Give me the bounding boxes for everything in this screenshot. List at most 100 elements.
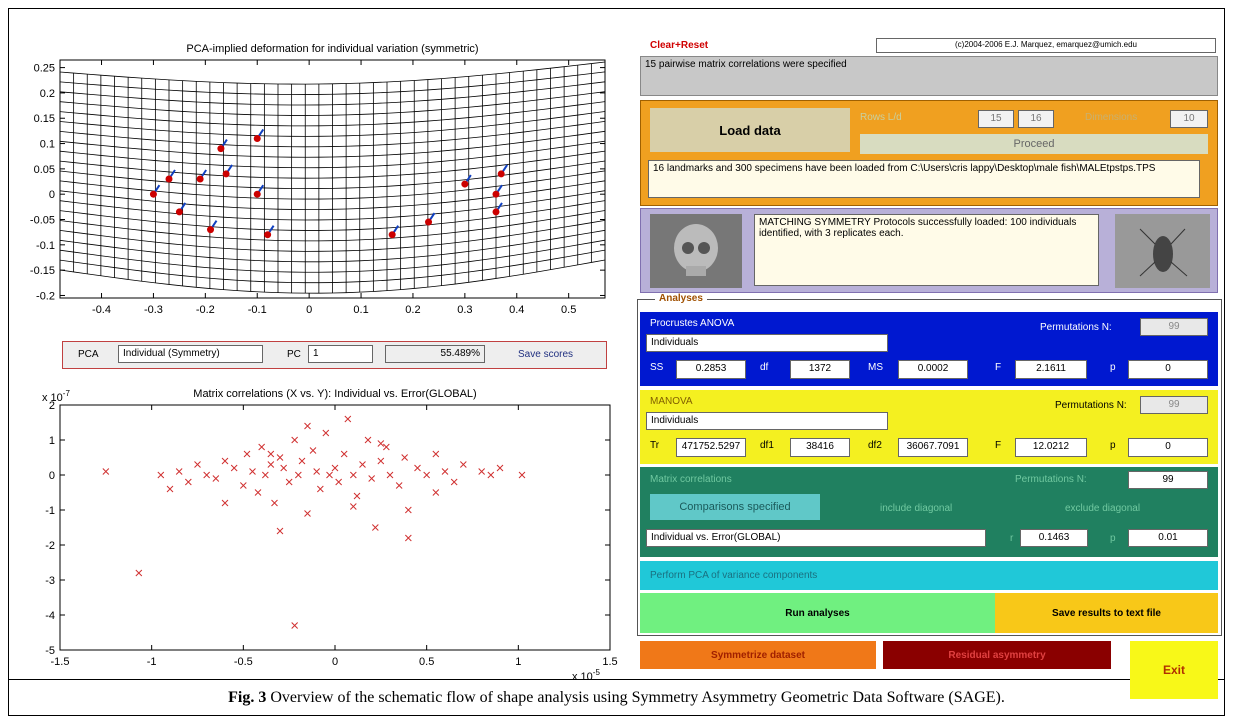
x-tick-label: 0.4 <box>509 304 524 316</box>
matrix-perm[interactable]: 99 <box>1128 471 1208 489</box>
field-label: Tr <box>650 440 659 451</box>
y-tick-label: 0 <box>49 189 55 201</box>
field-value: 471752.5297 <box>676 438 746 457</box>
proceed[interactable]: Proceed <box>860 134 1208 154</box>
field-value: 1372 <box>790 360 850 379</box>
plots: PCA-implied deformation for individual v… <box>0 0 630 680</box>
panel-title: MANOVA <box>650 396 693 407</box>
perm-value[interactable]: 99 <box>1140 318 1208 336</box>
x-tick-label: 1 <box>515 656 521 668</box>
field-label: F <box>995 362 1001 373</box>
save-results[interactable]: Save results to text file <box>995 593 1218 633</box>
matrix-title: Matrix correlations <box>650 474 732 485</box>
x-tick-label: -0.1 <box>248 304 267 316</box>
landmark <box>207 226 214 233</box>
y-tick-label: -1 <box>45 505 55 517</box>
plot-title: Matrix correlations (X vs. Y): Individua… <box>193 388 476 400</box>
x-tick-label: -0.2 <box>196 304 215 316</box>
y-tick-label: 1 <box>49 435 55 447</box>
copyright: (c)2004-2006 E.J. Marquez, emarquez@umic… <box>876 38 1216 53</box>
y-tick-label: -2 <box>45 540 55 552</box>
x-tick-label: 0 <box>306 304 312 316</box>
landmark <box>150 191 157 198</box>
multiplier-exponent: -5 <box>593 668 601 677</box>
exit[interactable]: Exit <box>1130 641 1218 699</box>
landmark <box>254 135 261 142</box>
deformation-grid <box>60 62 605 293</box>
load-status: 16 landmarks and 300 specimens have been… <box>648 160 1200 198</box>
axis-multiplier: x 10-7 <box>42 389 70 404</box>
clear-reset[interactable]: Clear+Reset <box>650 40 708 51</box>
dim[interactable]: 10 <box>1170 110 1208 128</box>
x-tick-label: -0.4 <box>92 304 111 316</box>
caption-text: Overview of the schematic flow of shape … <box>266 689 1004 706</box>
axis-multiplier: x 10-5 <box>572 668 600 680</box>
pca-select[interactable]: Individual (Symmetry) <box>118 345 263 363</box>
landmark <box>389 231 396 238</box>
run-analyses[interactable]: Run analyses <box>640 593 995 633</box>
perm-value[interactable]: 99 <box>1140 396 1208 414</box>
landmark <box>254 191 261 198</box>
effect[interactable]: Individuals <box>646 412 888 430</box>
field-value: 2.1611 <box>1015 360 1087 379</box>
field-value: 38416 <box>790 438 850 457</box>
landmark <box>176 208 183 215</box>
skull-icon <box>650 214 742 288</box>
effect[interactable]: Individuals <box>646 334 888 352</box>
landmark <box>166 176 173 183</box>
rows1[interactable]: 15 <box>978 110 1014 128</box>
landmark <box>498 170 505 177</box>
y-tick-label: -0.1 <box>36 240 55 252</box>
field-label: df2 <box>868 440 882 451</box>
field-label: df1 <box>760 440 774 451</box>
symmetrize[interactable]: Symmetrize dataset <box>640 641 876 669</box>
pca-variance[interactable]: Perform PCA of variance components <box>640 561 1218 590</box>
plot-title: PCA-implied deformation for individual v… <box>186 43 478 55</box>
rows2[interactable]: 16 <box>1018 110 1054 128</box>
field-label: df <box>760 362 768 373</box>
caption-label: Fig. 3 <box>228 689 266 706</box>
analyses-title: Analyses <box>655 293 707 304</box>
pc-input[interactable]: 1 <box>308 345 373 363</box>
message: 15 pairwise matrix correlations were spe… <box>640 56 1218 96</box>
load-button[interactable]: Load data <box>650 108 850 152</box>
residual[interactable]: Residual asymmetry <box>883 641 1111 669</box>
insect-icon <box>1115 214 1210 288</box>
landmark <box>264 231 271 238</box>
landmark <box>425 219 432 226</box>
field-label: F <box>995 440 1001 451</box>
landmark <box>217 145 224 152</box>
x-tick-label: 0.5 <box>561 304 576 316</box>
x-tick-label: 0.2 <box>405 304 420 316</box>
y-tick-label: -0.15 <box>30 265 55 277</box>
pc-percent: 55.489% <box>385 345 485 363</box>
perm-label: Permutations N: <box>1055 400 1127 411</box>
y-tick-label: 0.15 <box>34 113 55 125</box>
y-tick-label: 0.25 <box>34 63 55 75</box>
x-tick-label: -0.3 <box>144 304 163 316</box>
r-label: r <box>1010 533 1013 544</box>
field-label: p <box>1110 440 1116 451</box>
y-tick-label: -0.05 <box>30 215 55 227</box>
save-scores[interactable]: Save scores <box>518 349 573 360</box>
axes-box <box>60 405 610 650</box>
y-tick-label: -4 <box>45 610 55 622</box>
include-diagonal[interactable]: include diagonal <box>880 503 952 514</box>
y-tick-label: -3 <box>45 575 55 587</box>
pca-label: PCA <box>78 349 99 360</box>
dim-label: Dimensions <box>1085 112 1137 123</box>
landmark <box>197 176 204 183</box>
exclude-diagonal[interactable]: exclude diagonal <box>1065 503 1140 514</box>
multiplier-exponent: -7 <box>63 389 71 398</box>
landmark <box>461 181 468 188</box>
rows-label: Rows L/d <box>860 112 902 123</box>
r-value: 0.1463 <box>1020 529 1088 547</box>
comparison[interactable]: Individual vs. Error(GLOBAL) <box>646 529 986 547</box>
landmark <box>493 191 500 198</box>
field-value: 0 <box>1128 438 1208 457</box>
x-tick-label: 0 <box>332 656 338 668</box>
caption: Fig. 3 Overview of the schematic flow of… <box>0 689 1233 707</box>
comparisons-button[interactable]: Comparisons specified <box>650 494 820 520</box>
pc-label: PC <box>287 349 301 360</box>
field-label: SS <box>650 362 663 373</box>
